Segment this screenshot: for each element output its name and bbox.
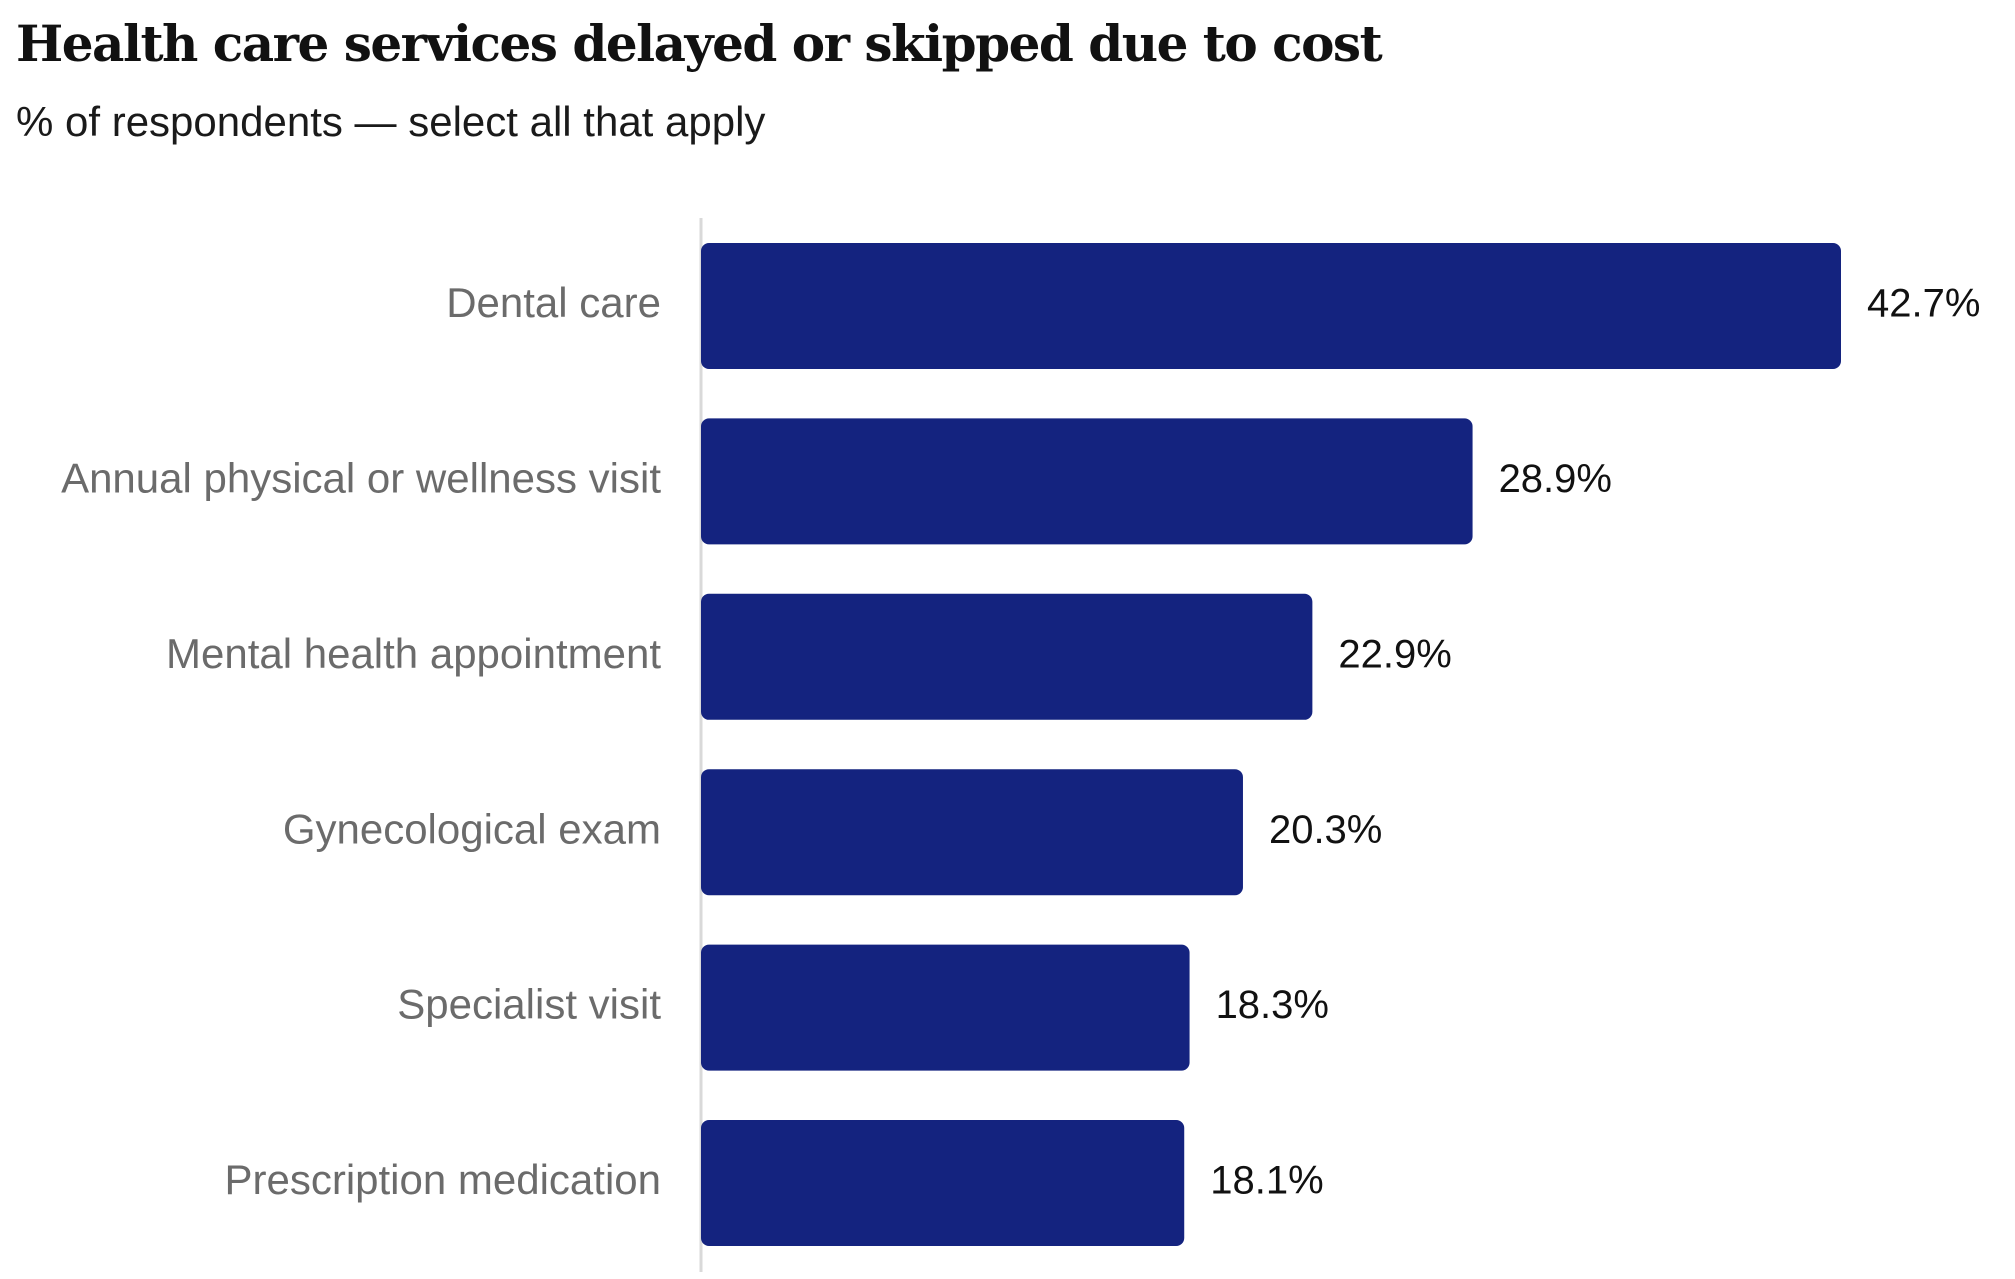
value-label: 18.3% xyxy=(1216,983,1329,1027)
category-label: Dental care xyxy=(446,279,661,326)
category-label: Specialist visit xyxy=(397,981,661,1028)
bar xyxy=(701,593,1313,720)
chart-subtitle: % of respondents — select all that apply xyxy=(16,98,766,145)
bar xyxy=(701,769,1243,896)
chart-title: Health care services delayed or skipped … xyxy=(16,14,1383,73)
category-label: Annual physical or wellness visit xyxy=(61,454,661,501)
category-label: Mental health appointment xyxy=(166,630,661,677)
bar xyxy=(701,243,1841,369)
bar xyxy=(701,944,1190,1071)
bar xyxy=(701,1120,1185,1246)
value-label: 22.9% xyxy=(1338,632,1451,676)
bars: Dental care 42.7% Annual physical or welln… xyxy=(61,243,1980,1246)
category-label: Gynecological exam xyxy=(283,805,661,852)
value-label: 20.3% xyxy=(1269,808,1382,852)
bar xyxy=(701,418,1473,545)
category-label: Prescription medication xyxy=(224,1156,661,1203)
value-label: 42.7% xyxy=(1867,282,1980,326)
value-label: 28.9% xyxy=(1499,457,1612,501)
value-label: 18.1% xyxy=(1210,1159,1323,1203)
